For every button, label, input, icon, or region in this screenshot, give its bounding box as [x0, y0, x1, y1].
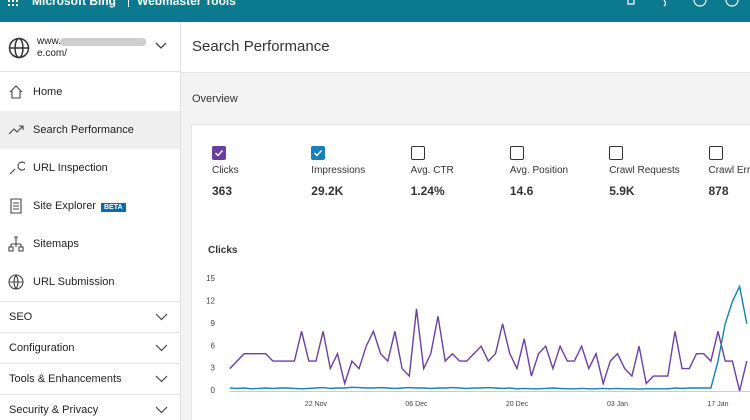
metric-checkbox[interactable]: [609, 146, 624, 160]
metric-value: 14.6: [509, 184, 534, 198]
metric-value: 363: [212, 184, 233, 198]
nav-icon: [10, 198, 22, 214]
check-mark: [314, 150, 323, 157]
divider: [0, 71, 180, 72]
chevron: [155, 375, 168, 383]
nav-section[interactable]: Security & Privacy: [0, 394, 180, 420]
nav-label: Sitemaps: [33, 238, 79, 250]
chart: 0 3 6 9 12 15 22 Nov 06 Dec 20 Dec 03 Jan 17 Jan: [206, 274, 750, 408]
nav-icon: [8, 236, 24, 252]
x-tick-label: 22 Nov: [305, 401, 328, 408]
header-icons[interactable]: [620, 0, 750, 10]
nav-item[interactable]: Site Explorer BETA: [0, 187, 180, 225]
metric-checkbox[interactable]: [311, 146, 326, 160]
check-mark: [215, 150, 224, 157]
metric-label: Crawl Requests: [609, 165, 680, 176]
section-label: SEO: [9, 311, 33, 323]
nav-label: URL Inspection: [33, 162, 108, 174]
metric-label: Crawl Errors: [708, 165, 750, 176]
series-line: [229, 284, 748, 390]
page-title: Search Performance: [192, 38, 330, 55]
site-icon: [8, 37, 30, 59]
app-launcher[interactable]: [8, 0, 20, 10]
icon-shape: [8, 125, 24, 135]
chevron-shape: [155, 375, 168, 383]
icon-shape: [9, 85, 23, 99]
metric-value: 1.24%: [410, 184, 445, 198]
metric-label: Clicks: [212, 165, 239, 176]
nav-item[interactable]: Home: [0, 73, 180, 111]
nav-label: Search Performance: [33, 124, 134, 136]
metric-checkbox[interactable]: [410, 146, 425, 160]
y-tick-label: 6: [211, 341, 216, 350]
site-url[interactable]: e.com/: [37, 48, 68, 59]
nav-item[interactable]: Sitemaps: [0, 225, 180, 263]
nav-badge: BETA: [100, 203, 126, 212]
check-shape: [314, 150, 323, 157]
nav-item[interactable]: Search Performance: [0, 111, 180, 149]
check-shape: [215, 150, 224, 157]
chevron-shape: [155, 406, 168, 414]
x-tick-label: 17 Jan: [708, 401, 729, 408]
overview-label: Overview: [192, 93, 238, 105]
brand: Microsoft Bing: [32, 0, 116, 8]
nav-section[interactable]: Tools & Enhancements: [0, 363, 180, 395]
icon-shape: [8, 274, 24, 290]
metric-value: 878: [708, 184, 729, 198]
chart-title: Clicks: [208, 245, 238, 256]
y-tick-label: 12: [206, 297, 215, 306]
y-tick-label: 9: [211, 319, 216, 328]
icon-shape: [9, 161, 25, 175]
nav-label: URL Submission: [33, 276, 115, 288]
nav-icon: [9, 161, 25, 175]
product: Webmaster Tools: [137, 0, 236, 8]
metric-label: Avg. Position: [509, 165, 569, 176]
icon-shape: [8, 236, 24, 252]
y-tick-label: 3: [211, 364, 216, 373]
site-url[interactable]: www.: [37, 36, 61, 47]
divider: [128, 0, 129, 7]
section-label: Configuration: [9, 342, 75, 354]
x-tick-label: 03 Jan: [607, 401, 628, 408]
x-tick-label: 20 Dec: [506, 401, 529, 408]
top-bar: Microsoft Bing Webmaster Tools: [0, 0, 750, 22]
metric-value: 5.9K: [609, 184, 635, 198]
metric-checkbox[interactable]: [509, 146, 524, 160]
chevron-shape: [155, 313, 168, 321]
nav-icon: [9, 85, 23, 99]
nav-label: Site Explorer BETA: [33, 200, 126, 212]
x-tick-label: 06 Dec: [405, 401, 428, 408]
metric-checkbox[interactable]: [708, 146, 723, 160]
chevron: [155, 313, 168, 321]
chevron-shape: [155, 344, 168, 352]
page-header: Search Performance: [181, 22, 750, 73]
icon-shape: [10, 198, 22, 214]
metric-checkbox[interactable]: [212, 146, 226, 160]
nav-item[interactable]: URL Submission: [0, 263, 180, 301]
section-label: Tools & Enhancements: [9, 373, 122, 385]
series-line: [229, 308, 748, 392]
chevron: [155, 344, 168, 352]
redaction: [60, 38, 146, 46]
metric-value: 29.2K: [311, 184, 344, 198]
sidebar: www. e.com/ Home Search Performance URL In…: [0, 22, 181, 420]
performance-card: Clicks 363 Impressions 29.2K Avg. CTR 1.24% Av…: [192, 125, 750, 420]
nav-icon: [8, 125, 24, 135]
nav-section[interactable]: SEO: [0, 301, 180, 333]
chevron: [155, 406, 168, 414]
nav-icon: [8, 274, 24, 290]
y-tick-label: 15: [206, 274, 215, 283]
chevron[interactable]: [155, 42, 167, 50]
y-tick-label: 0: [211, 386, 216, 395]
nav-section[interactable]: Configuration: [0, 332, 180, 364]
metric-label: Impressions: [311, 165, 366, 176]
nav-label: Home: [33, 86, 63, 98]
section-label: Security & Privacy: [9, 404, 99, 416]
metric-label: Avg. CTR: [410, 165, 454, 176]
nav-item[interactable]: URL Inspection: [0, 149, 180, 187]
